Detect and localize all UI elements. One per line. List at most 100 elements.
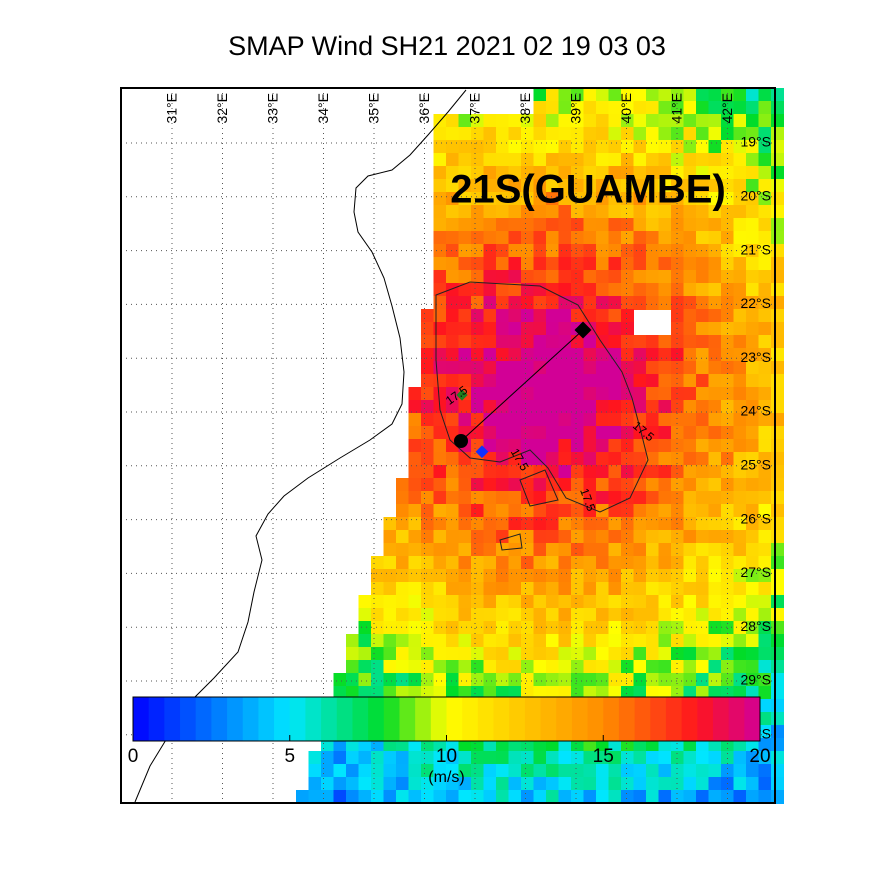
wind-cell [408, 582, 422, 596]
wind-cell [658, 257, 672, 271]
wind-cell [646, 400, 659, 414]
wind-cell [458, 257, 472, 271]
wind-cell [371, 569, 384, 583]
wind-cell [571, 517, 584, 531]
wind-cell [758, 270, 772, 284]
wind-cell [708, 361, 722, 375]
wind-cell [708, 400, 722, 414]
wind-cell [721, 660, 734, 674]
wind-cell [483, 205, 497, 219]
wind-cell [483, 764, 497, 778]
wind-cell [483, 244, 497, 258]
wind-cell [708, 647, 722, 661]
wind-cell [683, 634, 697, 648]
wind-cell [671, 400, 684, 414]
wind-cell [771, 790, 784, 804]
wind-cell [771, 569, 784, 583]
wind-cell [421, 660, 434, 674]
wind-cell [746, 673, 759, 687]
wind-cell [471, 166, 484, 180]
wind-cell [771, 179, 784, 193]
wind-cell [746, 556, 759, 570]
wind-cell [433, 361, 447, 375]
wind-cell [533, 647, 547, 661]
wind-cell [321, 777, 334, 791]
wind-cell [358, 608, 372, 622]
wind-cell [471, 309, 484, 323]
wind-cell [396, 647, 409, 661]
wind-cell [708, 101, 722, 115]
wind-cell [496, 413, 509, 427]
wind-cell [446, 218, 459, 232]
wind-cell [508, 127, 522, 141]
wind-cell [521, 205, 534, 219]
wind-cell [383, 751, 397, 765]
wind-cell [508, 504, 522, 518]
longitude-label: 31°E [164, 93, 180, 124]
wind-cell [521, 296, 534, 310]
wind-cell [471, 179, 484, 193]
wind-cell [671, 673, 684, 687]
wind-cell [621, 673, 634, 687]
wind-cell [658, 361, 672, 375]
wind-cell [433, 257, 447, 271]
wind-cell [646, 465, 659, 479]
colorbar-step [587, 697, 604, 741]
colorbar-step [305, 697, 322, 741]
wind-cell [458, 465, 472, 479]
wind-cell [746, 335, 759, 349]
wind-cell [633, 127, 647, 141]
wind-cell [733, 400, 747, 414]
wind-cell [421, 387, 434, 401]
wind-cell [758, 439, 772, 453]
wind-cell [533, 582, 547, 596]
wind-cell [571, 348, 584, 362]
colorbar-step [524, 697, 542, 741]
wind-cell [333, 790, 347, 804]
wind-cell [421, 673, 434, 687]
wind-cell [683, 595, 697, 609]
wind-cell [621, 309, 634, 323]
wind-cell [483, 218, 497, 232]
wind-cell [683, 296, 697, 310]
wind-cell [583, 205, 597, 219]
wind-cell [596, 621, 609, 635]
wind-cell [646, 504, 659, 518]
wind-cell [446, 517, 459, 531]
wind-cell [733, 114, 747, 128]
wind-cell [733, 322, 747, 336]
wind-cell [658, 374, 672, 388]
wind-cell [696, 400, 709, 414]
wind-cell [421, 621, 434, 635]
wind-cell [433, 530, 447, 544]
wind-cell [758, 647, 772, 661]
wind-cell [683, 439, 697, 453]
wind-cell [621, 517, 634, 531]
wind-cell [558, 556, 572, 570]
wind-cell [596, 205, 609, 219]
wind-cell [496, 140, 509, 154]
wind-cell [371, 764, 384, 778]
wind-cell [608, 88, 622, 102]
wind-cell [471, 400, 484, 414]
wind-cell [746, 218, 759, 232]
wind-cell [621, 790, 634, 804]
wind-cell [596, 179, 609, 193]
wind-cell [708, 530, 722, 544]
wind-cell [683, 543, 697, 557]
wind-cell [696, 127, 709, 141]
wind-cell [621, 413, 634, 427]
wind-cell [646, 478, 659, 492]
wind-cell [683, 517, 697, 531]
wind-cell [671, 140, 684, 154]
wind-cell [558, 283, 572, 297]
wind-cell [708, 634, 722, 648]
wind-cell [696, 647, 709, 661]
wind-cell [608, 309, 622, 323]
wind-cell [708, 270, 722, 284]
wind-cell [646, 88, 659, 102]
wind-cell [733, 218, 747, 232]
colorbar-step [399, 697, 416, 741]
wind-cell [433, 478, 447, 492]
wind-cell [683, 205, 697, 219]
